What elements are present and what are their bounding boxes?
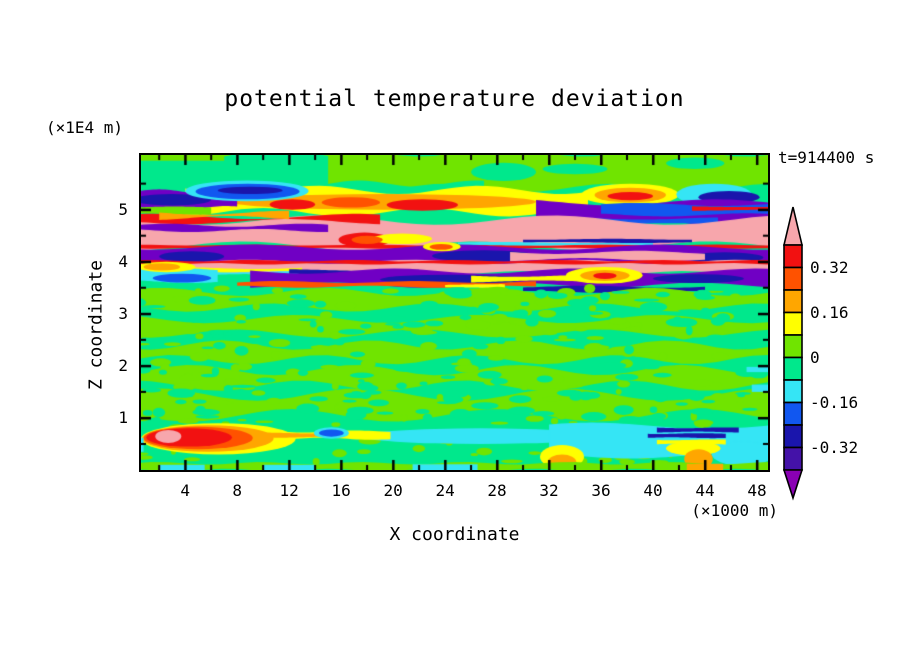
time-label: t=914400 s [778,148,874,167]
plot-canvas [141,155,768,470]
colorbar [780,205,806,501]
x-axis-label: X coordinate [291,524,618,545]
y-tick-label: 5 [94,200,128,219]
x-tick-label: 24 [420,481,470,500]
colorbar-tick-label: 0.16 [810,303,880,322]
x-tick-label: 40 [628,481,678,500]
x-tick-label: 12 [264,481,314,500]
x-tick-label: 48 [732,481,782,500]
x-tick-label: 32 [524,481,574,500]
plot-title: potential temperature deviation [141,86,768,112]
x-tick-label: 44 [680,481,730,500]
z-axis-label: Z coordinate [86,260,107,390]
plot-frame [139,153,770,472]
x-tick-label: 4 [160,481,210,500]
colorbar-tick-label: 0.32 [810,258,880,277]
y-tick-label: 1 [94,408,128,427]
figure: potential temperature deviation (×1E4 m)… [0,0,904,654]
x-axis-unit: (×1000 m) [618,501,778,520]
x-tick-label: 20 [368,481,418,500]
x-tick-label: 28 [472,481,522,500]
colorbar-tick-label: 0 [810,348,880,367]
colorbar-tick-label: -0.32 [810,438,880,457]
z-axis-unit: (×1E4 m) [46,118,123,137]
x-tick-label: 8 [212,481,262,500]
x-tick-label: 16 [316,481,366,500]
x-tick-label: 36 [576,481,626,500]
colorbar-tick-label: -0.16 [810,393,880,412]
